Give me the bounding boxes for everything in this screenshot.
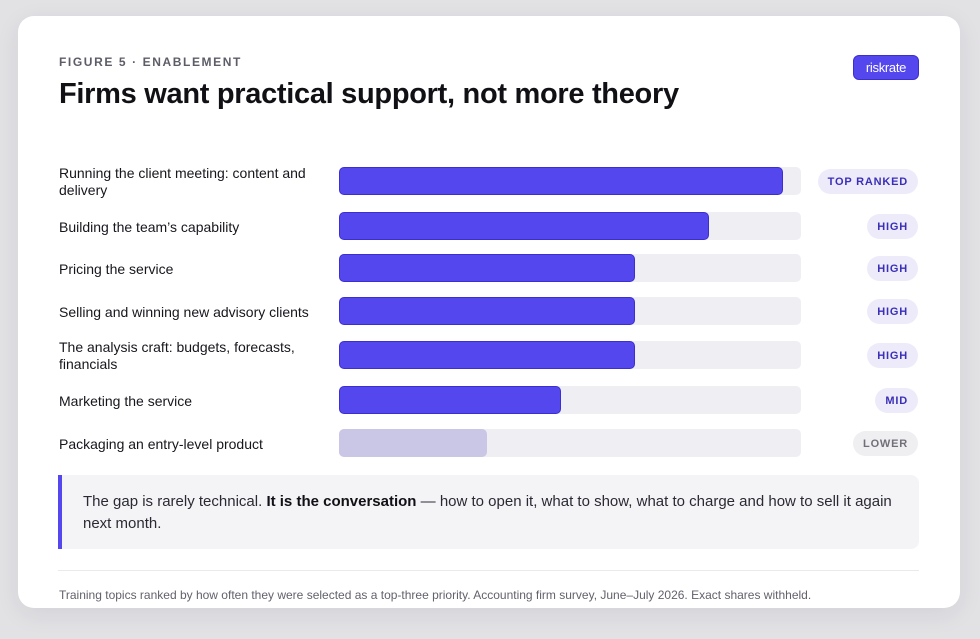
insight-callout: The gap is rarely technical. It is the c… <box>58 475 919 549</box>
bar <box>339 386 561 414</box>
bar-label: Building the team’s capability <box>59 218 240 235</box>
bar-row: Selling and winning new advisory clients… <box>18 292 960 332</box>
chart-title: Firms want practical support, not more t… <box>59 78 679 110</box>
bar-track <box>339 167 801 195</box>
callout-rest: — how to open it, what to show, what to … <box>83 493 892 532</box>
bar-row: Marketing the service MID <box>18 381 960 421</box>
divider <box>58 570 919 571</box>
tier-badge: HIGH <box>867 299 918 324</box>
tier-badge: LOWER <box>853 431 918 456</box>
bar-track <box>339 212 801 240</box>
callout-emphasis: It is the conversation <box>266 493 417 510</box>
bar-label: Running the client meeting: content and … <box>59 165 306 198</box>
callout-lead: The gap is rarely technical. <box>83 493 263 510</box>
brand-logo: riskrate <box>853 55 919 80</box>
bar-track <box>339 386 801 414</box>
bar-track <box>339 429 801 457</box>
bar-label: Marketing the service <box>59 392 193 409</box>
bar-row: Building the team’s capability HIGH <box>18 207 960 247</box>
figure-card: FIGURE 5 · ENABLEMENT Firms want practic… <box>18 16 960 608</box>
tier-badge: HIGH <box>867 343 918 368</box>
bar <box>339 167 783 195</box>
bar-label: The analysis craft: budgets, forecasts, … <box>59 339 295 372</box>
bar-label: Selling and winning new advisory clients <box>59 303 309 320</box>
tier-badge: HIGH <box>867 256 918 281</box>
tier-badge: TOP RANKED <box>817 169 918 194</box>
bar <box>339 297 635 325</box>
bar-label: Packaging an entry-level product <box>59 435 263 452</box>
bar-label: Pricing the service <box>59 260 174 277</box>
bar <box>339 429 487 457</box>
bar <box>339 212 709 240</box>
tier-badge: MID <box>875 388 918 413</box>
bar-row: Packaging an entry-level product LOWER <box>18 424 960 464</box>
bar-row: Pricing the service HIGH <box>18 249 960 289</box>
bar-row: The analysis craft: budgets, forecasts, … <box>18 336 960 376</box>
bar-track <box>339 297 801 325</box>
tier-badge: HIGH <box>867 214 918 239</box>
footnote: Training topics ranked by how often they… <box>59 588 812 602</box>
bar-row: Running the client meeting: content and … <box>18 162 960 202</box>
bar <box>339 254 635 282</box>
figure-eyebrow: FIGURE 5 · ENABLEMENT <box>59 55 242 69</box>
bar <box>339 341 635 369</box>
bar-track <box>339 341 801 369</box>
bar-track <box>339 254 801 282</box>
